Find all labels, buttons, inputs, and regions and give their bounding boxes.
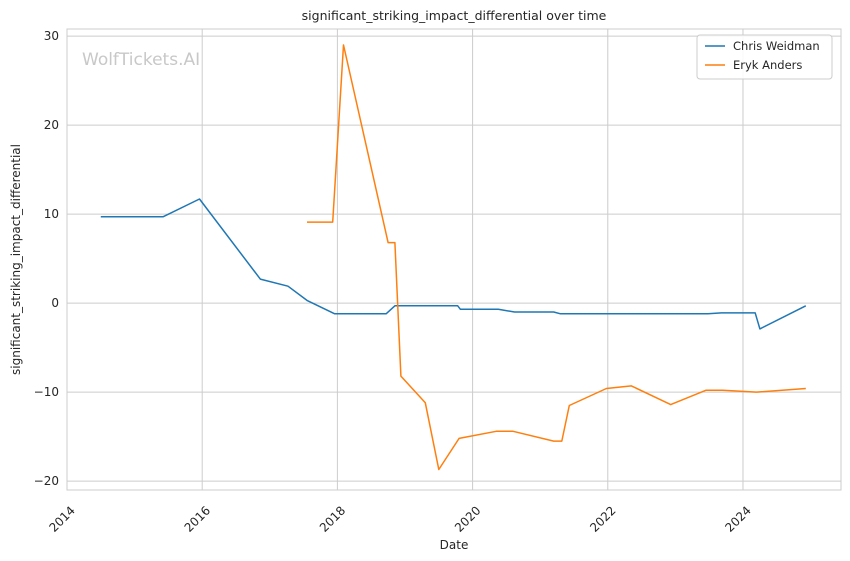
x-tick-label: 2020 [452,503,483,534]
y-tick-label: −20 [34,474,59,488]
x-tick-label: 2022 [587,503,618,534]
y-tick-label: −10 [34,385,59,399]
legend-entry: Eryk Anders [733,58,802,72]
series-line-chris-weidman [100,198,807,330]
legend-box [696,34,833,80]
legend: Chris Weidman Eryk Anders [696,34,833,80]
series-layer [100,44,807,471]
x-tick-label: 2018 [317,503,348,534]
x-axis-label: Date [440,538,469,552]
tick-labels: 2014 2016 2018 2020 2022 2024 −20 −10 0 10 20 30 [34,29,754,535]
x-tick-label: 2016 [182,503,213,534]
series-line-eryk-anders [307,44,806,471]
y-tick-label: 20 [44,118,59,132]
plot-frame [66,28,842,491]
legend-entry: Chris Weidman [733,39,820,53]
y-tick-label: 0 [51,296,59,310]
y-axis-label: significant_striking_impact_differential [9,144,23,375]
x-tick-label: 2024 [722,503,753,534]
grid [66,29,841,490]
y-tick-label: 30 [44,29,59,43]
x-tick-label: 2014 [46,503,77,534]
chart-title: significant_striking_impact_differential… [302,8,607,23]
watermark: WolfTickets.AI [82,50,200,70]
y-tick-label: 10 [44,207,59,221]
